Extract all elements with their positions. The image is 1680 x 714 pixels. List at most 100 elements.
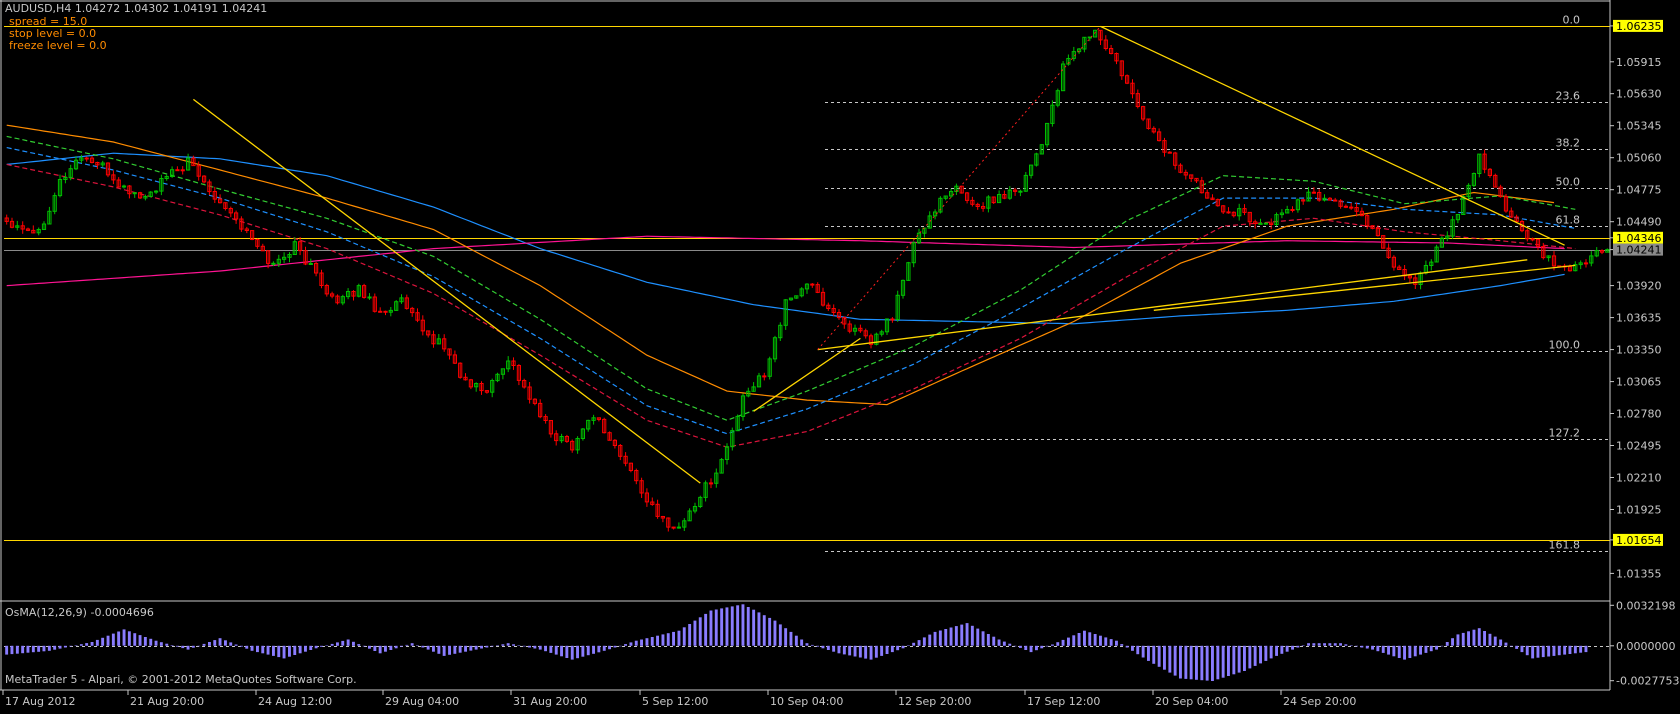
trend-line[interactable] <box>193 98 701 484</box>
candle-body <box>196 165 201 177</box>
candle-body <box>959 185 964 194</box>
osma-bar <box>1584 645 1588 653</box>
price-label: 1.03065 <box>1616 376 1662 389</box>
candle-body <box>346 291 351 298</box>
osma-bar <box>1141 645 1145 658</box>
osma-bar <box>1205 645 1209 681</box>
candle-body <box>1221 205 1226 213</box>
trend-line[interactable] <box>817 259 1528 351</box>
osma-bar <box>1013 645 1017 647</box>
time-axis[interactable]: 17 Aug 2012 21 Aug 20:00 24 Aug 12:00 29 Au… <box>2 690 1356 708</box>
candle-body <box>783 299 788 326</box>
candle-body <box>57 179 63 197</box>
candle-body <box>746 390 751 397</box>
candle-body <box>1007 189 1012 199</box>
osma-bar <box>1413 645 1417 657</box>
osma-bar <box>266 645 270 655</box>
osma-bar <box>53 645 57 650</box>
osma-bar <box>218 638 222 646</box>
osma-bar <box>922 637 926 646</box>
candle-body <box>164 176 169 179</box>
osma-bar <box>1125 645 1129 648</box>
osma-bar <box>442 645 446 656</box>
osma-bar <box>1072 635 1076 646</box>
candle-body <box>836 312 842 319</box>
osma-bar <box>224 640 227 646</box>
candle-body <box>1023 174 1028 192</box>
osma-panel[interactable] <box>4 604 1610 681</box>
osma-bar <box>1179 645 1182 679</box>
candle-body <box>1375 227 1381 237</box>
candle-body <box>698 496 703 507</box>
main-chart-area[interactable]: 0.0 23.6 38.2 50.0 61.8 100.0 127.2 161.8 <box>4 14 1610 552</box>
candle-body <box>991 196 996 204</box>
candle-body <box>564 436 569 442</box>
candle-body <box>655 503 660 517</box>
price-label: 1.02495 <box>1616 440 1662 453</box>
osma-bar <box>69 645 73 647</box>
osma-bar <box>1403 645 1406 660</box>
osma-bar <box>1019 645 1022 648</box>
candle-body <box>95 162 100 166</box>
osma-bar <box>288 645 291 657</box>
osma-bar <box>304 645 307 652</box>
osma-bar <box>1029 645 1033 653</box>
osma-bar <box>159 642 163 646</box>
candle-body <box>1093 29 1098 38</box>
candle-body <box>970 199 975 205</box>
osma-bar <box>874 645 878 658</box>
candle-body <box>1151 127 1156 133</box>
candle-body <box>826 304 831 310</box>
candle-body <box>724 446 730 461</box>
price-label: 1.04775 <box>1616 184 1662 197</box>
candle-body <box>4 217 9 222</box>
candle-body <box>1226 211 1231 214</box>
trend-lines[interactable] <box>193 25 1576 484</box>
osma-value-label: 0.0000000 <box>1616 640 1676 653</box>
osma-bar <box>794 635 798 646</box>
osma-bar <box>805 643 809 646</box>
osma-bar <box>528 645 531 648</box>
osma-bar <box>656 635 659 646</box>
osma-bar <box>586 645 590 656</box>
osma-bar <box>522 645 526 647</box>
candle-body <box>100 162 105 166</box>
osma-bar <box>186 645 190 650</box>
osma-bar <box>1445 642 1449 646</box>
osma-bar <box>191 645 195 648</box>
candle-body <box>900 279 906 296</box>
price-axis[interactable]: 1.06235 1.05915 1.05630 1.05345 1.05060 1.047… <box>1610 19 1679 688</box>
fibonacci-levels: 0.0 23.6 38.2 50.0 61.8 100.0 127.2 161.8 <box>825 14 1608 552</box>
osma-bar <box>650 637 654 646</box>
moving-averages <box>6 124 1576 448</box>
trend-line[interactable] <box>1153 264 1576 311</box>
osma-bar <box>1499 639 1503 646</box>
osma-bar <box>1211 645 1214 681</box>
osma-bar <box>325 645 329 646</box>
osma-bar <box>944 629 948 646</box>
candle-body <box>1407 275 1413 279</box>
osma-bar <box>976 628 980 646</box>
candle-body <box>981 206 986 209</box>
candle-body <box>1034 153 1039 166</box>
osma-bar <box>1040 645 1044 649</box>
moving-average-line <box>6 235 1565 287</box>
candle-body <box>943 195 948 199</box>
candle-body <box>1509 210 1514 218</box>
candle-body <box>468 379 473 388</box>
osma-bar <box>5 645 9 655</box>
candle-body <box>1450 219 1455 237</box>
candle-body <box>527 386 532 400</box>
osma-bar <box>202 643 206 646</box>
candle-body <box>1290 209 1295 211</box>
trend-line[interactable] <box>1100 25 1565 246</box>
candle-body <box>1605 249 1610 253</box>
osma-bar <box>208 642 211 646</box>
candle-body <box>52 195 57 212</box>
candle-body <box>735 415 740 432</box>
candle-body <box>1237 208 1242 217</box>
trend-line[interactable] <box>753 337 861 412</box>
osma-bar <box>1301 645 1305 646</box>
osma-bar <box>410 643 414 646</box>
